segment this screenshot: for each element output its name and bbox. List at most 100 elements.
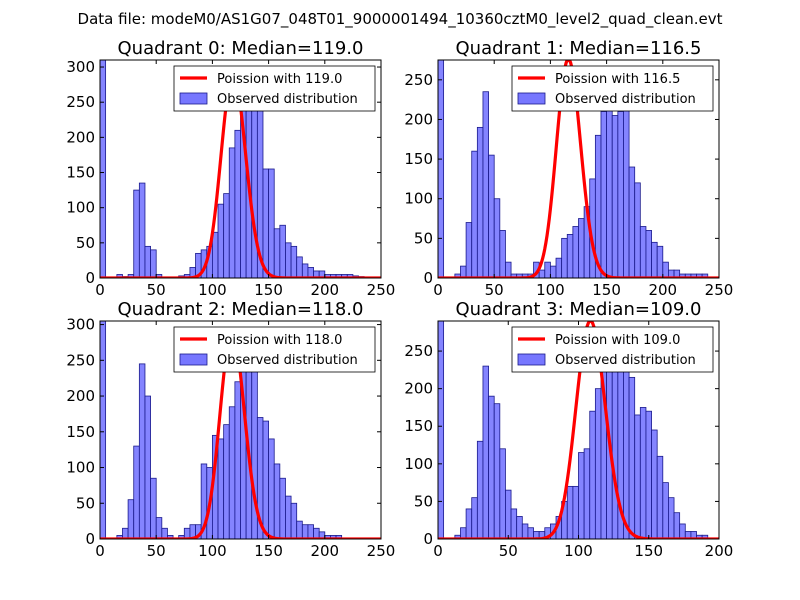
histogram-bar xyxy=(279,224,286,278)
histogram-bar xyxy=(623,365,630,539)
axes-frame xyxy=(99,320,382,540)
histogram-bar xyxy=(476,126,484,278)
poisson-curve xyxy=(438,60,719,278)
y-tick-label: 0 xyxy=(85,269,95,287)
histogram-bar xyxy=(701,273,709,278)
histogram-bar xyxy=(505,261,512,278)
chart-panels: 0 50 100 150 200 250 0 50 100 150 200 250 300 Quadran… xyxy=(66,38,733,560)
histogram-bar xyxy=(639,226,647,278)
histogram-bar xyxy=(572,485,579,539)
histogram-bar xyxy=(527,527,534,539)
histogram-bar xyxy=(438,60,445,278)
chart-title: Quadrant 3: Median=109.0 xyxy=(456,299,702,320)
histogram-bar xyxy=(572,226,579,278)
histogram-bar xyxy=(268,168,275,278)
x-tick-label: 0 xyxy=(433,281,443,299)
x-tick-label: 100 xyxy=(564,542,593,560)
y-tick-label: 150 xyxy=(66,164,95,182)
histogram-bar xyxy=(628,376,636,539)
histogram-bar xyxy=(673,512,681,539)
histogram-bar xyxy=(273,463,281,539)
y-tick-label: 250 xyxy=(404,342,433,360)
chart-panel-2: 0 50 100 150 200 250 0 50 100 150 200 250 300 Quadran… xyxy=(66,299,395,560)
histogram-bar xyxy=(460,265,467,278)
histogram-bar xyxy=(611,115,619,278)
y-tick-label: 200 xyxy=(404,110,433,128)
histogram-bar xyxy=(471,150,478,278)
y-tick-label: 100 xyxy=(404,190,433,208)
legend-box xyxy=(173,65,376,112)
histogram-bar xyxy=(634,182,641,278)
histogram-bar xyxy=(301,524,309,539)
legend-label-observed: Observed distribution xyxy=(217,353,358,368)
x-tick-label: 50 xyxy=(147,281,166,299)
histogram-bar xyxy=(211,231,219,278)
histogram-bar xyxy=(268,438,275,539)
histogram-bar xyxy=(555,257,563,278)
y-tick-label: 50 xyxy=(76,234,95,252)
histogram-bar xyxy=(617,111,624,278)
histogram-bar xyxy=(578,452,585,539)
chart-title: Quadrant 0: Median=119.0 xyxy=(118,38,364,59)
histogram-bar xyxy=(285,242,292,278)
x-tick-label: 150 xyxy=(634,542,663,560)
histogram-bar xyxy=(234,129,241,278)
histogram-bar xyxy=(645,410,652,539)
x-tick-label: 150 xyxy=(592,281,621,299)
y-tick-label: 200 xyxy=(404,380,433,398)
histogram-bar xyxy=(651,429,658,539)
histogram-bar xyxy=(228,147,236,278)
plot-content xyxy=(100,321,381,539)
histogram-bar xyxy=(566,485,574,539)
histogram-bar xyxy=(623,87,630,278)
legend-label-poisson: Poission with 116.5 xyxy=(555,72,680,87)
chart-panel-1: 0 50 100 150 200 250 0 50 100 150 200 250 Quadrant 1… xyxy=(404,38,733,299)
histogram-bar xyxy=(488,395,495,539)
legend: Poission with 116.5 Observed distribution xyxy=(511,65,714,112)
x-tick-label: 200 xyxy=(705,542,734,560)
y-tick-label: 250 xyxy=(404,71,433,89)
histogram-bar xyxy=(578,218,585,278)
x-tick-label: 100 xyxy=(198,281,227,299)
histogram-bar xyxy=(217,203,225,278)
y-tick-label: 0 xyxy=(423,269,433,287)
y-tick-label: 0 xyxy=(85,530,95,548)
axes-frame xyxy=(437,59,720,279)
histogram-bar xyxy=(499,448,506,539)
histogram-bar xyxy=(488,154,495,278)
legend-box xyxy=(511,65,714,112)
histogram-bar xyxy=(161,527,168,539)
y-tick-label: 300 xyxy=(66,58,95,76)
y-tick-label: 50 xyxy=(414,229,433,247)
histogram-bar xyxy=(662,261,669,278)
legend-label-poisson: Poission with 109.0 xyxy=(555,333,680,348)
x-tick-label: 150 xyxy=(254,542,283,560)
histogram-bar xyxy=(138,182,146,278)
histogram-bar xyxy=(510,508,518,539)
x-tick-label: 0 xyxy=(95,281,105,299)
legend-bar-swatch xyxy=(179,353,208,366)
legend-bar-swatch xyxy=(517,92,546,105)
histogram-bar xyxy=(262,420,270,539)
legend-label-poisson: Poission with 118.0 xyxy=(217,333,342,348)
y-tick-label: 150 xyxy=(404,417,433,435)
legend-label-observed: Observed distribution xyxy=(217,92,358,107)
x-tick-label: 200 xyxy=(310,542,339,560)
x-tick-label: 50 xyxy=(147,542,166,560)
histogram-bar xyxy=(100,60,107,278)
histogram-bar xyxy=(296,520,303,539)
histogram-bar xyxy=(262,168,270,278)
x-tick-label: 100 xyxy=(536,281,565,299)
histogram-bar xyxy=(482,91,489,278)
y-tick-label: 250 xyxy=(66,351,95,369)
histogram-bar xyxy=(144,395,151,539)
plot-content xyxy=(438,321,719,539)
histogram-bar xyxy=(285,495,292,539)
histogram-bar xyxy=(476,440,484,539)
histogram-bar xyxy=(138,363,146,539)
histogram-bar xyxy=(600,111,607,278)
histogram-bar xyxy=(465,222,473,278)
x-tick-label: 150 xyxy=(254,281,283,299)
legend: Poission with 109.0 Observed distribution xyxy=(511,326,714,373)
